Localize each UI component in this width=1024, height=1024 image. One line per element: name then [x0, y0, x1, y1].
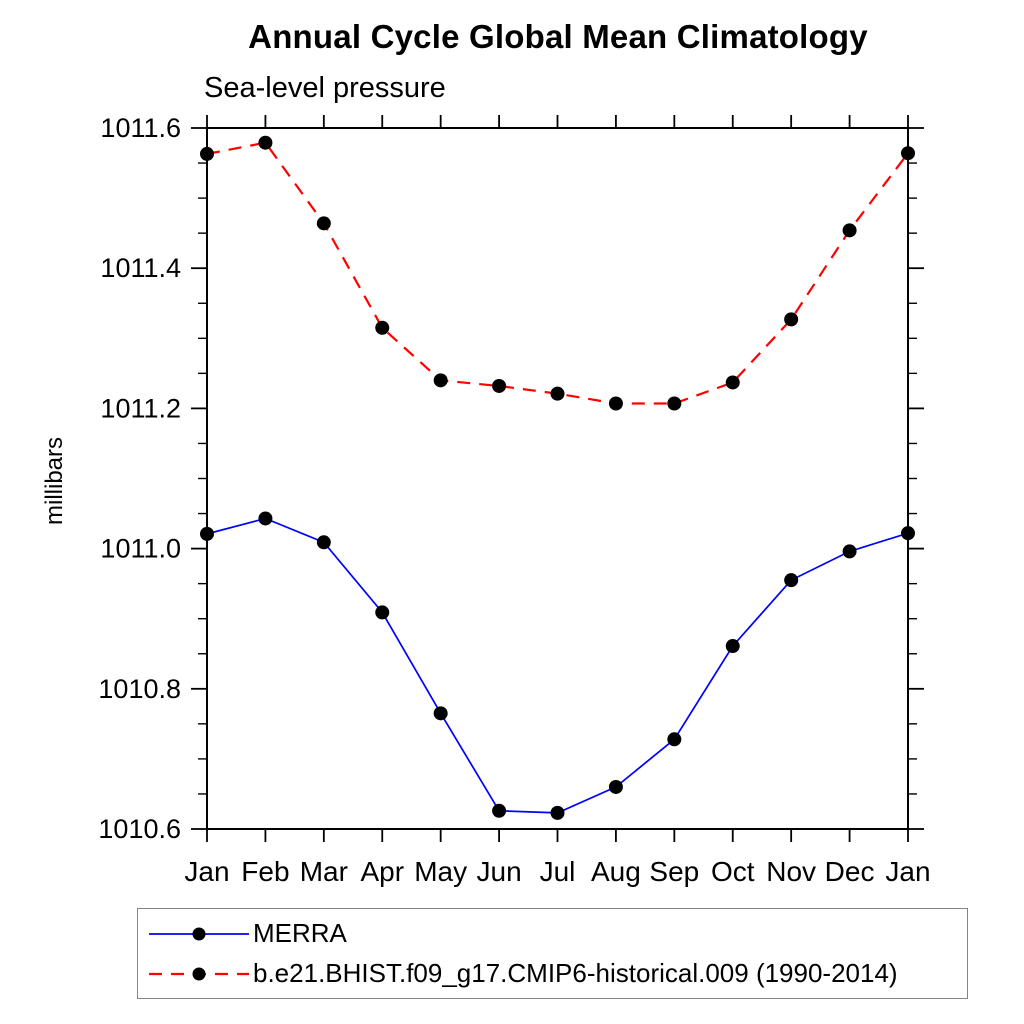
x-axis-month-label: Oct — [711, 856, 755, 887]
x-axis-month-label: Nov — [766, 856, 816, 887]
series-1-marker — [200, 146, 214, 161]
x-axis-month-label: Mar — [300, 856, 348, 887]
series-1-marker — [375, 320, 390, 335]
y-axis-tick-label: 1010.8 — [98, 674, 181, 704]
x-axis-month-label: Jan — [184, 856, 229, 887]
legend-swatch-dashed-line — [149, 967, 249, 980]
legend-label-merra: MERRA — [253, 918, 347, 948]
series-1-marker — [316, 216, 331, 231]
series-0-marker — [784, 573, 799, 588]
y-axis-tick-label: 1011.0 — [100, 534, 181, 564]
series-line-0 — [206, 517, 909, 814]
series-1-marker — [667, 396, 682, 411]
series-0-marker — [667, 732, 682, 747]
x-axis-month-label: Jul — [540, 856, 576, 887]
legend-item-merra: MERRA — [145, 918, 967, 949]
series-0-marker — [608, 779, 623, 794]
series-1-marker — [784, 312, 799, 327]
series-0-marker — [842, 544, 857, 559]
x-axis-month-label: Jun — [477, 856, 522, 887]
y-axis-tick-label: 1010.6 — [98, 814, 181, 844]
series-0-marker — [375, 605, 390, 620]
x-axis-month-label: Sep — [649, 856, 699, 887]
x-axis-month-label: Feb — [241, 856, 289, 887]
plot-border — [206, 127, 909, 830]
chart-title: Annual Cycle Global Mean Climatology — [248, 18, 868, 55]
series-0-marker — [258, 511, 273, 526]
legend-item-cesm-run: b.e21.BHIST.f09_g17.CMIP6-historical.009… — [145, 958, 967, 989]
x-axis-month-label: Jan — [885, 856, 930, 887]
series-1-marker — [258, 135, 273, 150]
series-1-marker — [492, 378, 507, 393]
series-1-marker — [550, 386, 565, 401]
y-axis-tick-label: 1011.2 — [100, 393, 181, 423]
x-axis-month-label: Dec — [825, 856, 875, 887]
legend-swatch-solid-line — [149, 927, 249, 940]
x-axis-month-label: Apr — [360, 856, 404, 887]
series-0-marker — [316, 535, 331, 550]
series-0-marker — [901, 526, 915, 541]
legend: MERRA b.e21.BHIST.f09_g17.CMIP6-historic… — [137, 908, 968, 999]
series-0-marker — [200, 526, 214, 541]
legend-marker-dot — [192, 927, 206, 940]
series-0-marker — [492, 803, 507, 818]
series-1-marker — [725, 375, 740, 390]
series-1-marker — [901, 146, 915, 161]
series-line-1 — [206, 141, 909, 405]
legend-label-cesm-run: b.e21.BHIST.f09_g17.CMIP6-historical.009… — [253, 958, 898, 988]
series-1-marker — [608, 396, 623, 411]
series-1-marker — [433, 373, 448, 388]
legend-marker-dot — [192, 967, 206, 980]
chart-subtitle: Sea-level pressure — [204, 72, 446, 104]
series-1-marker — [842, 223, 857, 238]
y-axis-tick-label: 1011.6 — [100, 113, 181, 143]
series-0-marker — [550, 805, 565, 820]
x-axis-month-label: May — [414, 856, 467, 887]
series-0-marker — [725, 639, 740, 654]
y-axis-tick-label: 1011.4 — [100, 253, 181, 283]
x-axis-month-label: Aug — [591, 856, 641, 887]
y-axis-title: millibars — [41, 437, 68, 525]
series-0-marker — [433, 706, 448, 721]
